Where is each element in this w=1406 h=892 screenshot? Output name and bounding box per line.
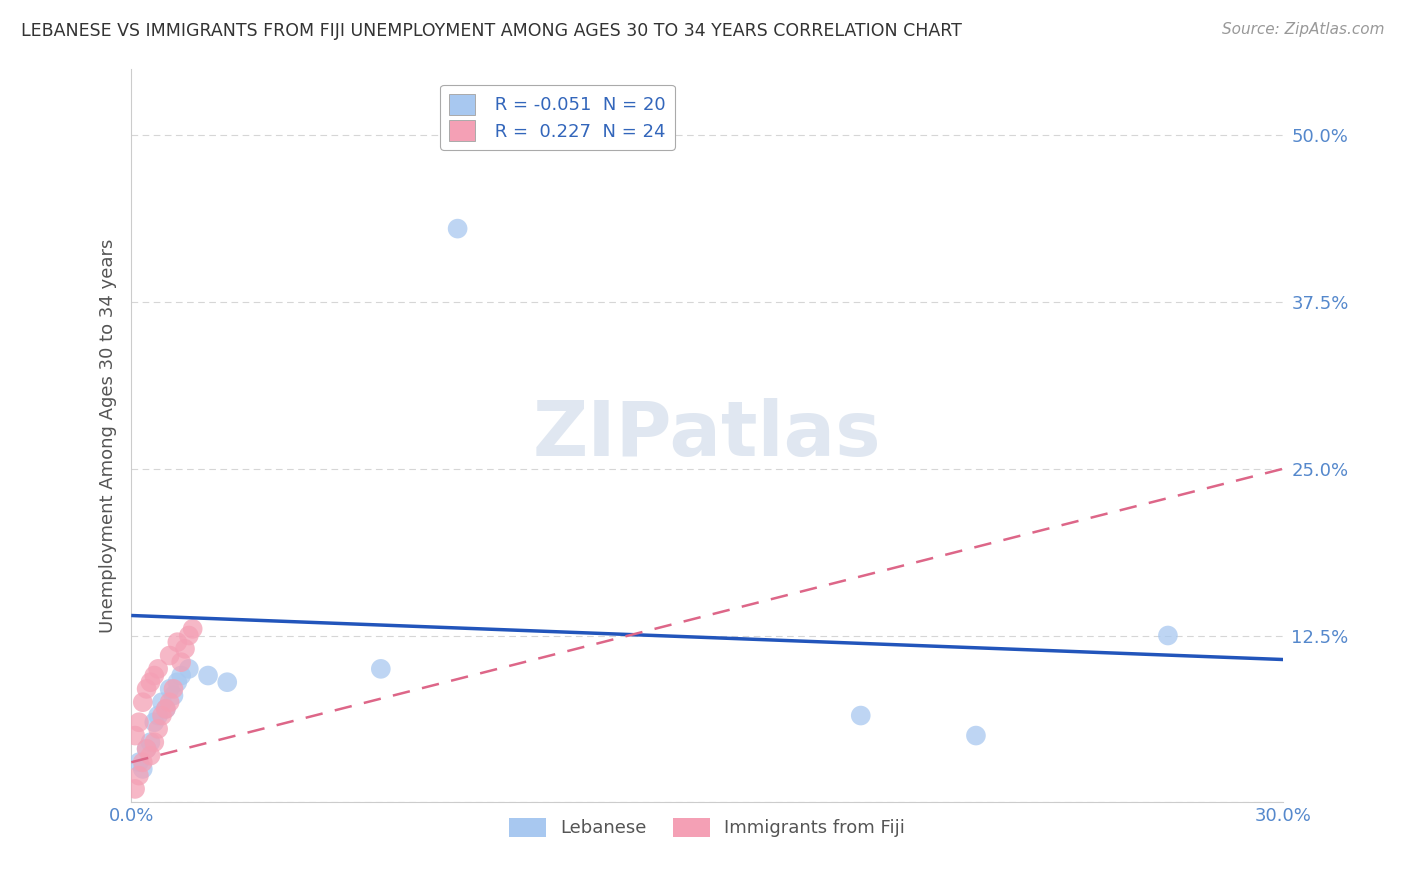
Point [124, 729, 146, 743]
Point [139, 748, 162, 763]
Point [143, 735, 166, 749]
Point [170, 668, 193, 682]
Text: Source: ZipAtlas.com: Source: ZipAtlas.com [1222, 22, 1385, 37]
Point [132, 695, 155, 709]
Point [150, 708, 173, 723]
Text: LEBANESE VS IMMIGRANTS FROM FIJI UNEMPLOYMENT AMONG AGES 30 TO 34 YEARS CORRELAT: LEBANESE VS IMMIGRANTS FROM FIJI UNEMPLO… [21, 22, 962, 40]
Point [132, 762, 155, 776]
Point [143, 715, 166, 730]
Point [965, 729, 987, 743]
Point [177, 628, 200, 642]
Point [849, 708, 872, 723]
Point [370, 662, 392, 676]
Point [128, 768, 150, 782]
Point [162, 681, 184, 696]
Point [139, 735, 162, 749]
Point [128, 715, 150, 730]
Y-axis label: Unemployment Among Ages 30 to 34 years: Unemployment Among Ages 30 to 34 years [100, 238, 117, 632]
Point [177, 662, 200, 676]
Point [155, 702, 177, 716]
Point [170, 655, 193, 669]
Point [155, 702, 177, 716]
Point [139, 675, 162, 690]
Point [159, 681, 181, 696]
Legend: Lebanese, Immigrants from Fiji: Lebanese, Immigrants from Fiji [502, 811, 912, 845]
Text: ZIPatlas: ZIPatlas [533, 399, 882, 473]
Point [181, 622, 204, 636]
Point [166, 635, 188, 649]
Point [162, 689, 184, 703]
Point [174, 641, 197, 656]
Point [159, 648, 181, 663]
Point [197, 668, 219, 682]
Point [132, 756, 155, 770]
Point [128, 756, 150, 770]
Point [150, 695, 173, 709]
Point [159, 695, 181, 709]
Point [135, 742, 157, 756]
Point [1157, 628, 1180, 642]
Point [135, 742, 157, 756]
Point [143, 668, 166, 682]
Point [166, 675, 188, 690]
Point [146, 722, 169, 736]
Point [135, 681, 157, 696]
Point [124, 781, 146, 796]
Point [217, 675, 239, 690]
Point [146, 708, 169, 723]
Point [146, 662, 169, 676]
Point [446, 221, 468, 235]
